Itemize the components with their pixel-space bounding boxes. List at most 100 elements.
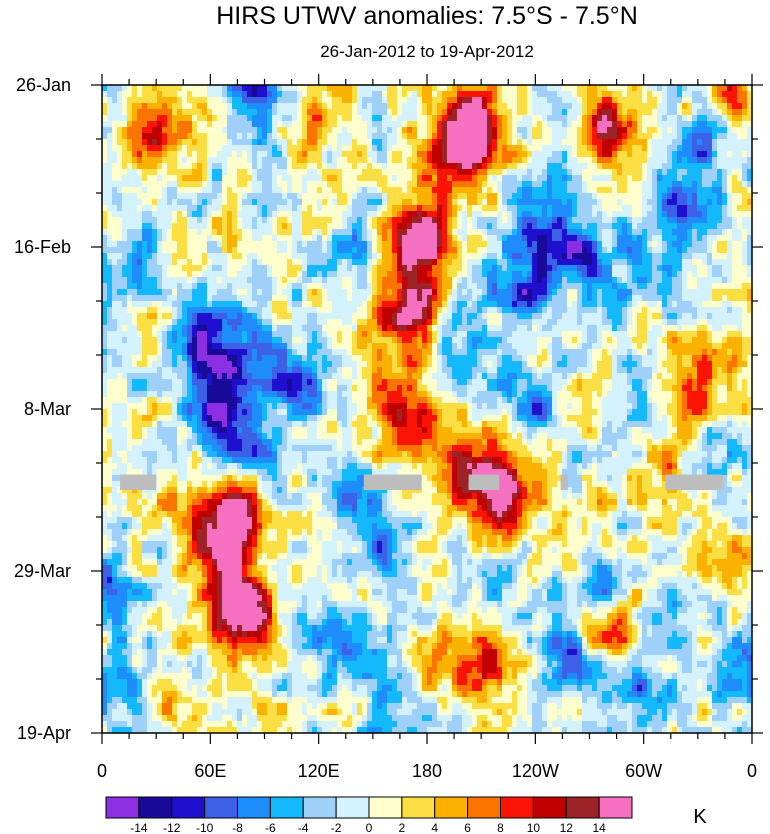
heatmap-cell <box>622 283 628 290</box>
heatmap-cell <box>377 115 383 122</box>
heatmap-cell <box>422 181 428 188</box>
heatmap-cell <box>142 169 148 176</box>
heatmap-cell <box>572 223 578 230</box>
heatmap-cell <box>122 253 128 260</box>
heatmap-cell <box>747 247 753 254</box>
heatmap-cell <box>602 277 608 284</box>
heatmap-cell <box>667 223 673 230</box>
heatmap-cell <box>512 127 518 134</box>
heatmap-cell <box>487 295 493 302</box>
heatmap-cell <box>737 181 743 188</box>
heatmap-cell <box>467 157 473 164</box>
heatmap-cell <box>127 265 133 272</box>
heatmap-cell <box>472 283 478 290</box>
heatmap-cell <box>272 163 278 170</box>
heatmap-cell <box>552 277 558 284</box>
heatmap-cell <box>507 187 513 194</box>
heatmap-cell <box>707 85 713 92</box>
heatmap-cell <box>162 289 168 296</box>
heatmap-cell <box>532 289 538 296</box>
heatmap-cell <box>497 211 503 218</box>
heatmap-cell <box>612 205 618 212</box>
heatmap-cell <box>337 307 343 314</box>
heatmap-cell <box>732 181 738 188</box>
heatmap-cell <box>722 151 728 158</box>
heatmap-cell <box>247 127 253 134</box>
heatmap-cell <box>147 265 153 272</box>
heatmap-cell <box>447 301 453 308</box>
heatmap-cell <box>717 163 723 170</box>
heatmap-cell <box>342 139 348 146</box>
heatmap-cell <box>192 151 198 158</box>
heatmap-cell <box>617 109 623 116</box>
heatmap-cell <box>517 193 523 200</box>
heatmap-cell <box>482 241 488 248</box>
heatmap-cell <box>597 217 603 224</box>
heatmap-cell <box>512 265 518 272</box>
heatmap-cell <box>107 313 113 320</box>
heatmap-cell <box>112 187 118 194</box>
heatmap-cell <box>377 217 383 224</box>
heatmap-cell <box>492 205 498 212</box>
heatmap-cell <box>362 277 368 284</box>
heatmap-cell <box>467 181 473 188</box>
heatmap-cell <box>267 199 273 206</box>
heatmap-cell <box>292 97 298 104</box>
heatmap-cell <box>697 265 703 272</box>
heatmap-cell <box>567 295 573 302</box>
heatmap-cell <box>132 151 138 158</box>
heatmap-cell <box>382 235 388 242</box>
heatmap-cell <box>102 91 108 98</box>
heatmap-cell <box>337 115 343 122</box>
heatmap-cell <box>447 229 453 236</box>
heatmap-cell <box>322 109 328 116</box>
heatmap-cell <box>742 199 748 206</box>
heatmap-cell <box>377 247 383 254</box>
heatmap-cell <box>317 241 323 248</box>
heatmap-cell <box>472 175 478 182</box>
heatmap-cell <box>407 193 413 200</box>
heatmap-cell <box>602 199 608 206</box>
heatmap-cell <box>692 181 698 188</box>
heatmap-cell <box>127 187 133 194</box>
heatmap-cell <box>397 193 403 200</box>
heatmap-cell <box>132 145 138 152</box>
heatmap-cell <box>202 85 208 92</box>
heatmap-cell <box>352 193 358 200</box>
heatmap-cell <box>282 211 288 218</box>
heatmap-cell <box>582 133 588 140</box>
heatmap-cell <box>322 259 328 266</box>
heatmap-cell <box>622 133 628 140</box>
heatmap-cell <box>432 211 438 218</box>
heatmap-cell <box>527 247 533 254</box>
heatmap-cell <box>577 109 583 116</box>
heatmap-cell <box>167 205 173 212</box>
heatmap-cell <box>472 211 478 218</box>
heatmap-cell <box>167 151 173 158</box>
heatmap-cell <box>407 265 413 272</box>
heatmap-cell <box>247 181 253 188</box>
heatmap-cell <box>747 253 753 260</box>
heatmap-cell <box>352 127 358 134</box>
heatmap-cell <box>657 103 663 110</box>
heatmap-cell <box>732 259 738 266</box>
heatmap-cell <box>592 259 598 266</box>
heatmap-cell <box>322 301 328 308</box>
heatmap-cell <box>432 169 438 176</box>
heatmap-cell <box>392 163 398 170</box>
heatmap-cell <box>697 247 703 254</box>
heatmap-cell <box>102 223 108 230</box>
heatmap-cell <box>307 301 313 308</box>
heatmap-cell <box>747 151 753 158</box>
heatmap-cell <box>622 259 628 266</box>
heatmap-cell <box>192 157 198 164</box>
heatmap-cell <box>142 265 148 272</box>
heatmap-cell <box>147 307 153 314</box>
heatmap-cell <box>587 85 593 92</box>
heatmap-cell <box>627 229 633 236</box>
heatmap-cell <box>207 199 213 206</box>
heatmap-cell <box>572 235 578 242</box>
heatmap-cell <box>217 211 223 218</box>
heatmap-cell <box>377 313 383 320</box>
heatmap-cell <box>352 97 358 104</box>
